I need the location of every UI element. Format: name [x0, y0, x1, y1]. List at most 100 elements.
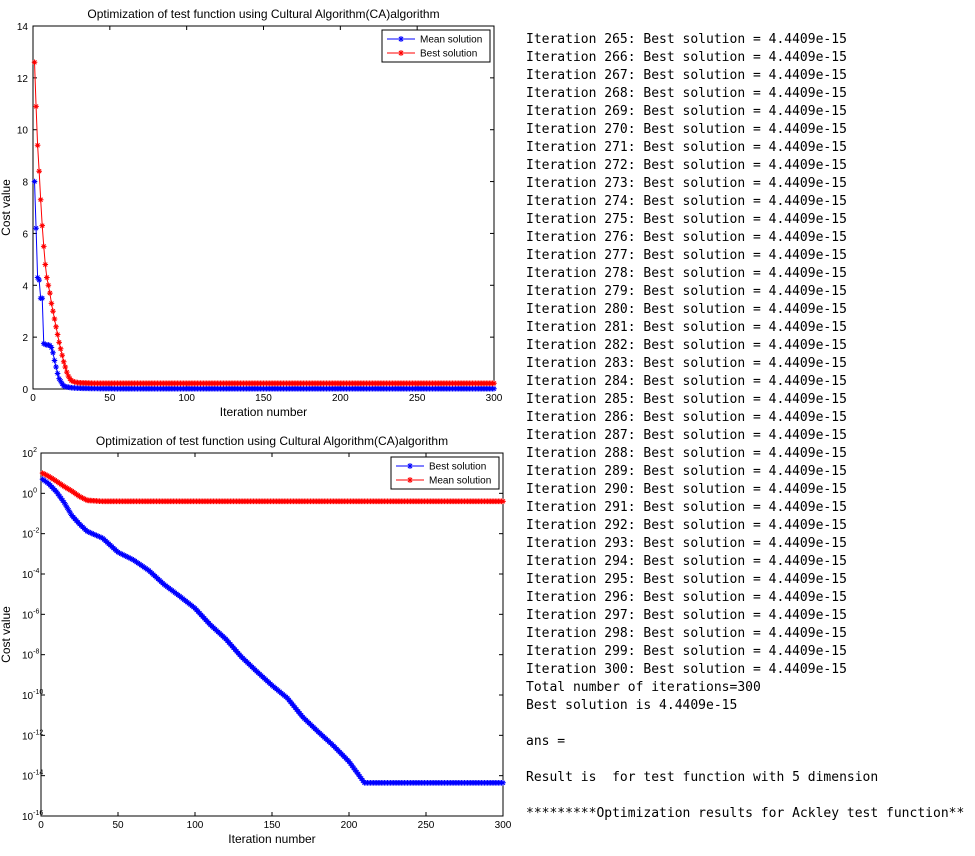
y-tick-label: 12 — [17, 74, 29, 85]
y-tick-exponent: -10 — [33, 689, 43, 696]
y-tick-base: 10 — [22, 530, 34, 541]
console-line: Iteration 299: Best solution = 4.4409e-1… — [526, 644, 847, 659]
console-line: Iteration 300: Best solution = 4.4409e-1… — [526, 662, 847, 677]
y-tick-label: 10-14 — [22, 770, 43, 783]
console-line: Iteration 296: Best solution = 4.4409e-1… — [526, 590, 847, 605]
data-point — [62, 502, 69, 508]
chart-linear-cost: Optimization of test function using Cult… — [0, 0, 510, 425]
console-blank-line — [526, 715, 975, 733]
data-point — [98, 534, 104, 541]
data-point — [40, 340, 47, 347]
data-point — [65, 507, 72, 514]
data-point — [79, 495, 86, 501]
legend-label: Best solution — [429, 462, 486, 473]
legend-label: Best solution — [420, 49, 477, 60]
data-point — [87, 529, 94, 536]
data-point — [407, 463, 413, 469]
series-best-solution — [39, 476, 506, 786]
x-tick-label: 200 — [341, 820, 358, 831]
data-point — [34, 274, 41, 281]
data-point — [50, 349, 56, 356]
data-point — [42, 261, 49, 268]
console-line: Iteration 267: Best solution = 4.4409e-1… — [526, 68, 847, 83]
series-best-solution — [31, 59, 497, 387]
data-point — [42, 341, 49, 348]
data-point — [84, 528, 90, 535]
data-point — [115, 549, 121, 556]
data-point — [51, 357, 58, 364]
y-tick-label: 14 — [17, 22, 29, 33]
data-point — [39, 222, 46, 229]
data-point — [42, 471, 49, 478]
data-point — [54, 331, 61, 338]
data-point — [54, 370, 61, 377]
data-point — [39, 295, 46, 302]
y-tick-label: 10-8 — [22, 649, 39, 662]
data-point — [96, 533, 103, 540]
console-line: Iteration 291: Best solution = 4.4409e-1… — [526, 500, 847, 515]
console-line: Iteration 265: Best solution = 4.4409e-1… — [526, 32, 847, 47]
data-point — [93, 532, 100, 539]
x-tick-label: 250 — [418, 820, 435, 831]
data-point — [122, 553, 129, 559]
console-line: Iteration 287: Best solution = 4.4409e-1… — [526, 428, 847, 443]
y-tick-exponent: -6 — [33, 608, 39, 615]
data-point — [67, 510, 74, 516]
data-point — [39, 470, 46, 476]
y-tick-base: 10 — [22, 812, 34, 823]
data-point — [407, 477, 413, 483]
data-point — [40, 243, 47, 250]
y-axis-label: Cost value — [0, 179, 13, 236]
console-blank-line — [526, 751, 975, 769]
data-point — [60, 383, 67, 389]
legend: Mean solution Best solution — [381, 29, 491, 63]
data-point — [57, 378, 64, 385]
y-axis-label: Cost value — [0, 606, 13, 663]
data-point — [398, 50, 404, 56]
x-tick-label: 100 — [178, 393, 195, 404]
console-line: ans = — [526, 734, 566, 749]
y-tick-base: 10 — [22, 610, 34, 621]
console-line: Iteration 280: Best solution = 4.4409e-1… — [526, 302, 847, 317]
console-line: Total number of iterations=300 — [526, 680, 761, 695]
data-point — [48, 300, 55, 307]
y-tick-label: 10-6 — [22, 608, 39, 621]
chart-title: Optimization of test function using Cult… — [96, 434, 448, 448]
y-tick-label: 10-10 — [22, 689, 43, 702]
data-point — [92, 531, 98, 538]
console-line: Iteration 284: Best solution = 4.4409e-1… — [526, 374, 847, 389]
console-line: Iteration 283: Best solution = 4.4409e-1… — [526, 356, 847, 371]
y-tick-base: 10 — [22, 651, 34, 662]
series-mean-solution — [39, 470, 506, 505]
data-point — [51, 316, 58, 322]
legend: Best solution Mean solution — [390, 456, 500, 490]
y-tick-label: 10-4 — [22, 568, 39, 581]
data-point — [95, 533, 101, 539]
data-point — [44, 274, 50, 281]
y-tick-label: 10-16 — [22, 810, 43, 823]
console-line: Iteration 295: Best solution = 4.4409e-1… — [526, 572, 847, 587]
data-point — [118, 550, 124, 557]
y-tick-base: 10 — [22, 489, 34, 500]
data-point — [64, 369, 70, 375]
console-line: Iteration 285: Best solution = 4.4409e-1… — [526, 392, 847, 407]
data-point — [85, 529, 92, 535]
legend-label: Mean solution — [420, 35, 482, 46]
console-line: Iteration 269: Best solution = 4.4409e-1… — [526, 104, 847, 119]
console-line: Iteration 288: Best solution = 4.4409e-1… — [526, 446, 847, 461]
data-point — [129, 556, 135, 562]
y-tick-label: 8 — [22, 178, 28, 189]
data-point — [53, 364, 59, 370]
console-line: Iteration 297: Best solution = 4.4409e-1… — [526, 608, 847, 623]
data-point — [70, 378, 76, 385]
console-line: Iteration 294: Best solution = 4.4409e-1… — [526, 554, 847, 569]
x-tick-label: 250 — [409, 393, 426, 404]
console-line: Iteration 286: Best solution = 4.4409e-1… — [526, 410, 847, 425]
data-point — [33, 103, 39, 110]
y-tick-exponent: -14 — [33, 770, 43, 777]
console-line: Result is for test function with 5 dimen… — [526, 770, 879, 785]
data-point — [89, 530, 95, 537]
data-point — [82, 496, 89, 503]
plot-area — [32, 25, 495, 390]
x-tick-label: 300 — [495, 820, 512, 831]
